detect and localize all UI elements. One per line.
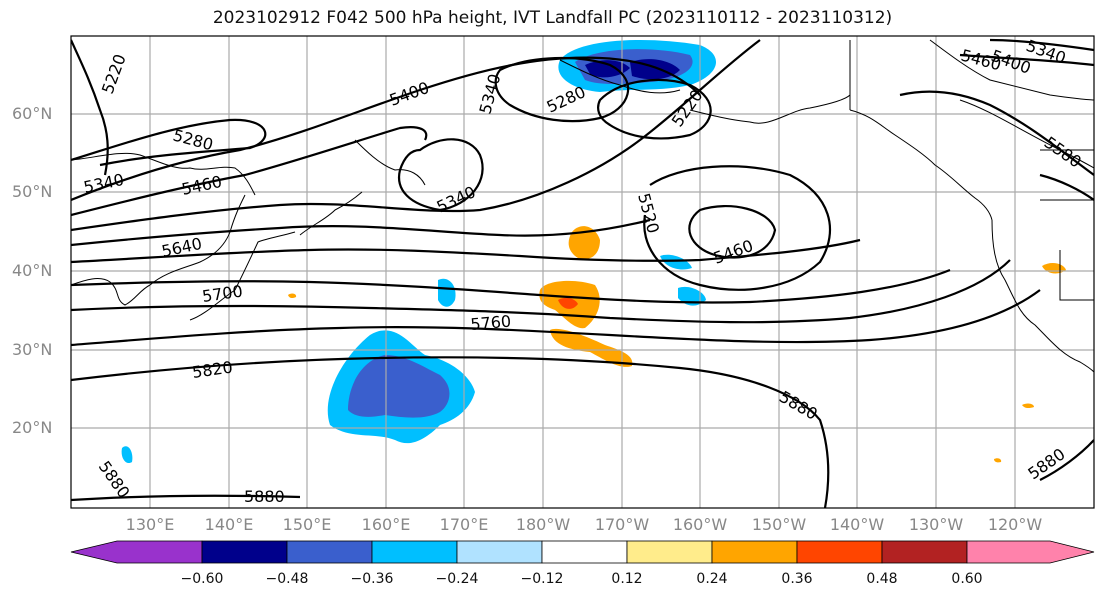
map-title: 2023102912 F042 500 hPa height, IVT Land… — [212, 8, 893, 28]
colorbar-tick: −0.60 — [180, 571, 224, 587]
lon-label: 140°E — [204, 515, 254, 534]
colorbar-tick: −0.12 — [520, 571, 564, 587]
coastlines — [71, 39, 1094, 373]
lon-label: 180°W — [515, 515, 571, 534]
contour-label: 5820 — [191, 357, 234, 381]
colorbar-segment — [70, 540, 203, 564]
contour-label: 5280 — [171, 126, 215, 155]
height-contours — [71, 38, 1094, 508]
lat-label: 60°N — [12, 104, 53, 123]
colorbar-tick: −0.48 — [265, 571, 309, 587]
colorbar-segment — [711, 540, 798, 564]
colorbar-tick: 0.12 — [611, 571, 643, 587]
contour-label: 5280 — [544, 82, 589, 116]
lon-label: 160°W — [672, 515, 728, 534]
colorbar-segment — [286, 540, 373, 564]
contour-label: 5460 — [180, 172, 224, 199]
lon-label: 160°E — [361, 515, 411, 534]
colorbar-tick: 0.60 — [951, 571, 983, 587]
colorbar-tick: 0.36 — [781, 571, 813, 587]
colorbar-tick: 0.24 — [696, 571, 728, 587]
colorbar-segment — [626, 540, 713, 564]
colorbar-segment — [371, 540, 458, 564]
colorbar-tick: −0.24 — [435, 571, 479, 587]
colorbar-segment — [456, 540, 543, 564]
contour-label: 5880 — [776, 387, 821, 424]
contour-label: 5760 — [470, 312, 512, 334]
lat-label: 50°N — [12, 182, 53, 201]
contour-label: 5220 — [98, 52, 130, 97]
grid-lines — [71, 36, 1094, 508]
lon-label: 130°W — [908, 515, 964, 534]
lon-label: 140°W — [829, 515, 885, 534]
contour-label: 5640 — [160, 234, 204, 261]
colorbar-segment — [541, 540, 628, 564]
colorbar — [70, 540, 1095, 564]
colorbar-segment — [881, 540, 968, 564]
lon-label: 130°E — [125, 515, 175, 534]
contour-label: 5880 — [244, 487, 285, 506]
map-frame — [70, 35, 1095, 509]
contour-label: 5400 — [387, 78, 432, 110]
colorbar-segment — [201, 540, 288, 564]
lon-label: 120°W — [987, 515, 1043, 534]
contour-label: 5340 — [82, 170, 126, 197]
lon-label: 150°W — [751, 515, 807, 534]
contour-label: 5520 — [634, 191, 663, 235]
lon-label: 150°E — [282, 515, 332, 534]
colorbar-segment — [966, 540, 1095, 564]
contour-label: 5880 — [95, 457, 134, 501]
lat-label: 30°N — [12, 340, 53, 359]
lon-label: 170°W — [594, 515, 650, 534]
colorbar-segment — [796, 540, 883, 564]
colorbar-tick: −0.36 — [350, 571, 394, 587]
lat-label: 20°N — [12, 418, 53, 437]
contour-label: 5580 — [1041, 133, 1085, 172]
colorbar-tick: 0.48 — [866, 571, 898, 587]
lat-label: 40°N — [12, 261, 53, 280]
lon-label: 170°E — [439, 515, 489, 534]
contour-label: 5700 — [201, 281, 244, 305]
contour-label: 5460 — [711, 236, 756, 268]
